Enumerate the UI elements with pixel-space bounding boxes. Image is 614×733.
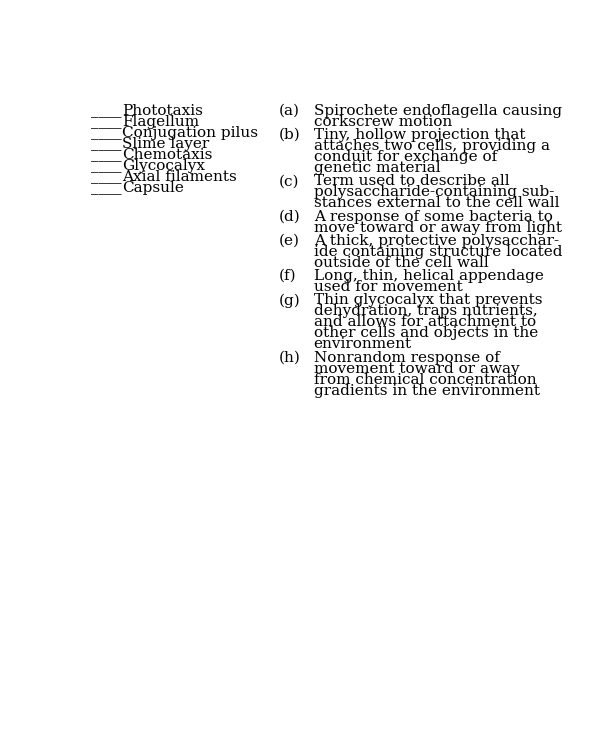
Text: ____: ____ — [91, 115, 122, 129]
Text: Chemotaxis: Chemotaxis — [122, 148, 212, 162]
Text: Glycocalyx: Glycocalyx — [122, 159, 205, 173]
Text: polysaccharide-containing sub-: polysaccharide-containing sub- — [314, 185, 554, 199]
Text: Flagellum: Flagellum — [122, 115, 199, 129]
Text: (h): (h) — [279, 350, 301, 365]
Text: movement toward or away: movement toward or away — [314, 361, 519, 376]
Text: attaches two cells, providing a: attaches two cells, providing a — [314, 139, 550, 153]
Text: Term used to describe all: Term used to describe all — [314, 174, 510, 188]
Text: stances external to the cell wall: stances external to the cell wall — [314, 196, 559, 210]
Text: (c): (c) — [279, 174, 300, 188]
Text: A response of some bacteria to: A response of some bacteria to — [314, 210, 553, 224]
Text: ____: ____ — [91, 137, 122, 151]
Text: (f): (f) — [279, 269, 297, 283]
Text: conduit for exchange of: conduit for exchange of — [314, 150, 497, 164]
Text: corkscrew motion: corkscrew motion — [314, 115, 452, 129]
Text: (g): (g) — [279, 293, 301, 308]
Text: used for movement: used for movement — [314, 280, 462, 294]
Text: Thin glycocalyx that prevents: Thin glycocalyx that prevents — [314, 293, 542, 307]
Text: Long, thin, helical appendage: Long, thin, helical appendage — [314, 269, 543, 283]
Text: ____: ____ — [91, 126, 122, 140]
Text: other cells and objects in the: other cells and objects in the — [314, 326, 538, 340]
Text: genetic material: genetic material — [314, 161, 440, 175]
Text: Phototaxis: Phototaxis — [122, 104, 203, 118]
Text: outside of the cell wall: outside of the cell wall — [314, 256, 489, 270]
Text: from chemical concentration: from chemical concentration — [314, 372, 537, 387]
Text: ____: ____ — [91, 181, 122, 195]
Text: A thick, protective polysacchar-: A thick, protective polysacchar- — [314, 234, 559, 248]
Text: Conjugation pilus: Conjugation pilus — [122, 126, 258, 140]
Text: ide containing structure located: ide containing structure located — [314, 245, 562, 259]
Text: Spirochete endoflagella causing: Spirochete endoflagella causing — [314, 104, 562, 118]
Text: ____: ____ — [91, 170, 122, 184]
Text: (e): (e) — [279, 234, 300, 248]
Text: Tiny, hollow projection that: Tiny, hollow projection that — [314, 128, 525, 142]
Text: gradients in the environment: gradients in the environment — [314, 383, 540, 398]
Text: and allows for attachment to: and allows for attachment to — [314, 315, 536, 329]
Text: dehydration, traps nutrients,: dehydration, traps nutrients, — [314, 304, 537, 318]
Text: environment: environment — [314, 337, 412, 351]
Text: (d): (d) — [279, 210, 301, 224]
Text: Nonrandom response of: Nonrandom response of — [314, 350, 500, 365]
Text: ____: ____ — [91, 148, 122, 162]
Text: ____: ____ — [91, 104, 122, 118]
Text: Slime layer: Slime layer — [122, 137, 209, 151]
Text: move toward or away from light: move toward or away from light — [314, 221, 562, 235]
Text: (b): (b) — [279, 128, 301, 142]
Text: (a): (a) — [279, 104, 300, 118]
Text: Capsule: Capsule — [122, 181, 184, 195]
Text: ____: ____ — [91, 159, 122, 173]
Text: Axial filaments: Axial filaments — [122, 170, 237, 184]
